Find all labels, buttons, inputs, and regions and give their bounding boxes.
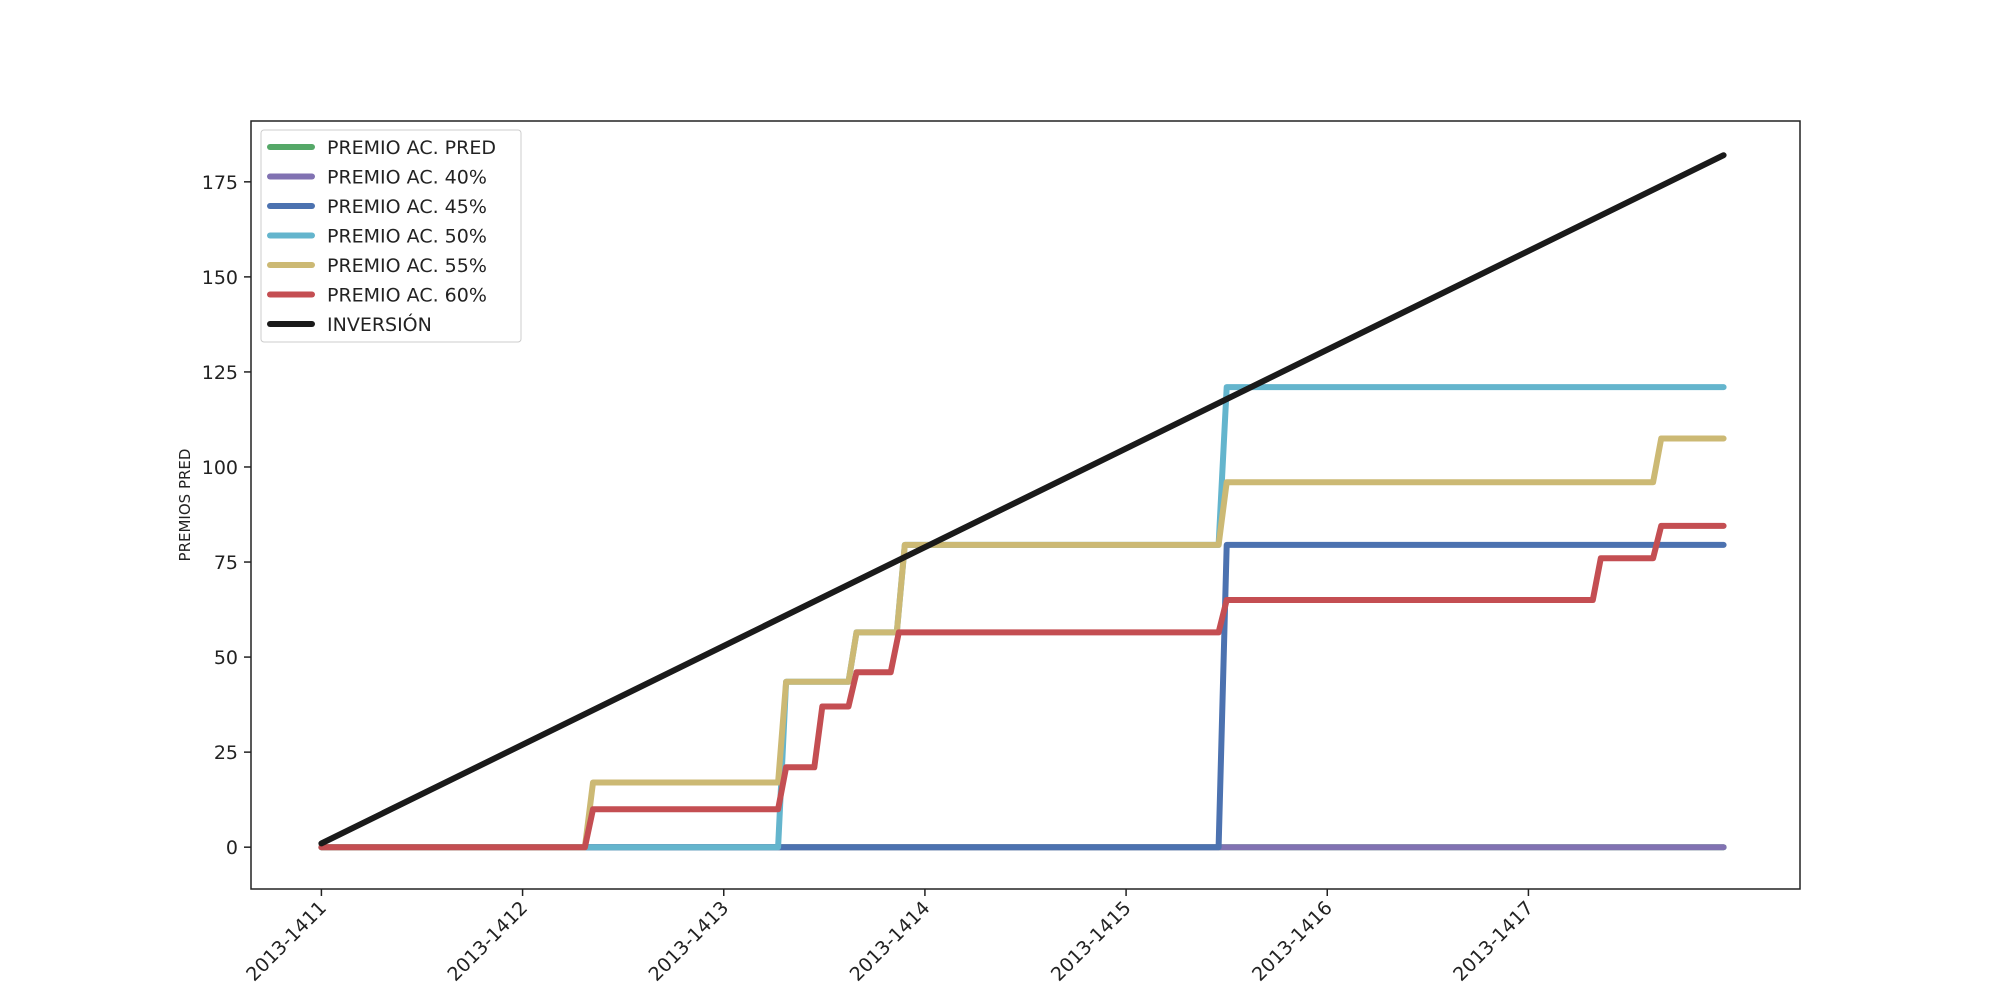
legend-item: INVERSIÓN [267,312,432,336]
y-tick-label: 150 [202,267,238,289]
legend-label: PREMIO AC. PRED [327,137,496,159]
x-tick-label: 2013-1413 [644,897,733,986]
legend-box [260,129,522,343]
legend-item: PREMIO AC. PRED [267,137,496,159]
y-tick-label: 75 [214,552,238,574]
y-tick-label: 175 [202,172,238,194]
y-tick-label: 125 [202,362,238,384]
legend-label: PREMIO AC. 45% [327,196,487,218]
legend-item: PREMIO AC. 55% [267,255,487,277]
y-tick-label: 100 [202,457,238,479]
series-line-6 [318,152,1727,847]
x-tick-label: 2013-1412 [443,897,532,986]
y-tick-label: 50 [214,647,238,669]
legend-item: PREMIO AC. 60% [267,285,487,307]
legend-label: PREMIO AC. 40% [327,167,487,189]
legend-label: PREMIO AC. 50% [327,226,487,248]
y-axis: 0 25 50 75 100 125 150 175 [202,172,251,859]
legend-label: INVERSIÓN [327,312,432,336]
legend-label: PREMIO AC. 60% [327,285,487,307]
legend-item: PREMIO AC. 40% [267,167,487,189]
y-axis-title: PREMIOS PRED [176,449,194,562]
series-line-4 [318,435,1727,851]
y-tick-label: 0 [226,837,238,859]
legend-item: PREMIO AC. 50% [267,226,487,248]
legend-item: PREMIO AC. 45% [267,196,487,218]
x-tick-label: 2013-1414 [846,897,935,986]
legend: PREMIO AC. PRED PREMIO AC. 40% PREMIO AC. … [260,129,522,343]
series-line-5 [318,522,1727,851]
legend-label: PREMIO AC. 55% [327,255,487,277]
x-tick-label: 2013-1416 [1248,897,1337,986]
y-tick-label: 25 [214,742,238,764]
x-tick-label: 2013-1411 [242,897,331,986]
x-tick-label: 2013-1417 [1449,897,1538,986]
plot-frame [250,120,1801,890]
plot-lines [318,152,1727,851]
series-line-3 [318,384,1727,851]
series-line-2 [318,541,1727,851]
x-axis: 2013-1411 2013-1412 2013-1413 2013-1414 2013… [242,889,1538,986]
x-tick-label: 2013-1415 [1047,897,1136,986]
